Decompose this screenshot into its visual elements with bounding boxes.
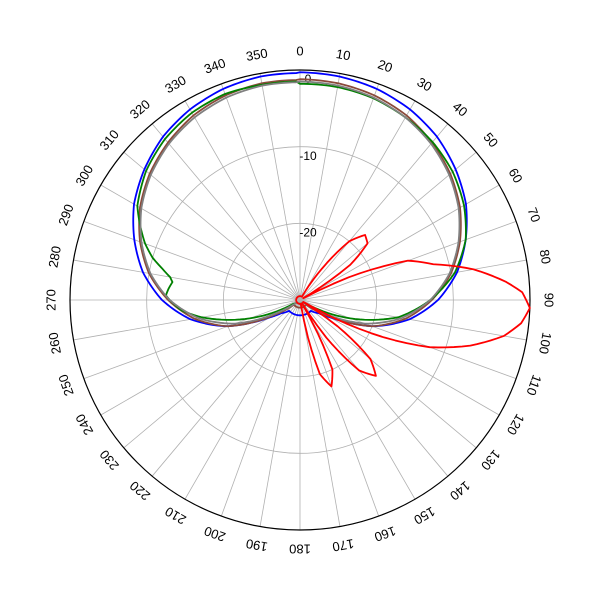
angle-label: 90	[542, 293, 557, 307]
angle-label: 0	[296, 43, 303, 58]
radial-label: -20	[299, 226, 317, 240]
polar-chart: 0102030405060708090100110120130140150160…	[0, 0, 600, 600]
angle-label: 10	[335, 46, 352, 63]
angle-label: 270	[43, 289, 58, 311]
polar-svg: 0102030405060708090100110120130140150160…	[0, 0, 600, 600]
angle-label: 80	[537, 248, 554, 265]
radial-label: -10	[299, 149, 317, 163]
angle-label: 180	[289, 542, 311, 557]
